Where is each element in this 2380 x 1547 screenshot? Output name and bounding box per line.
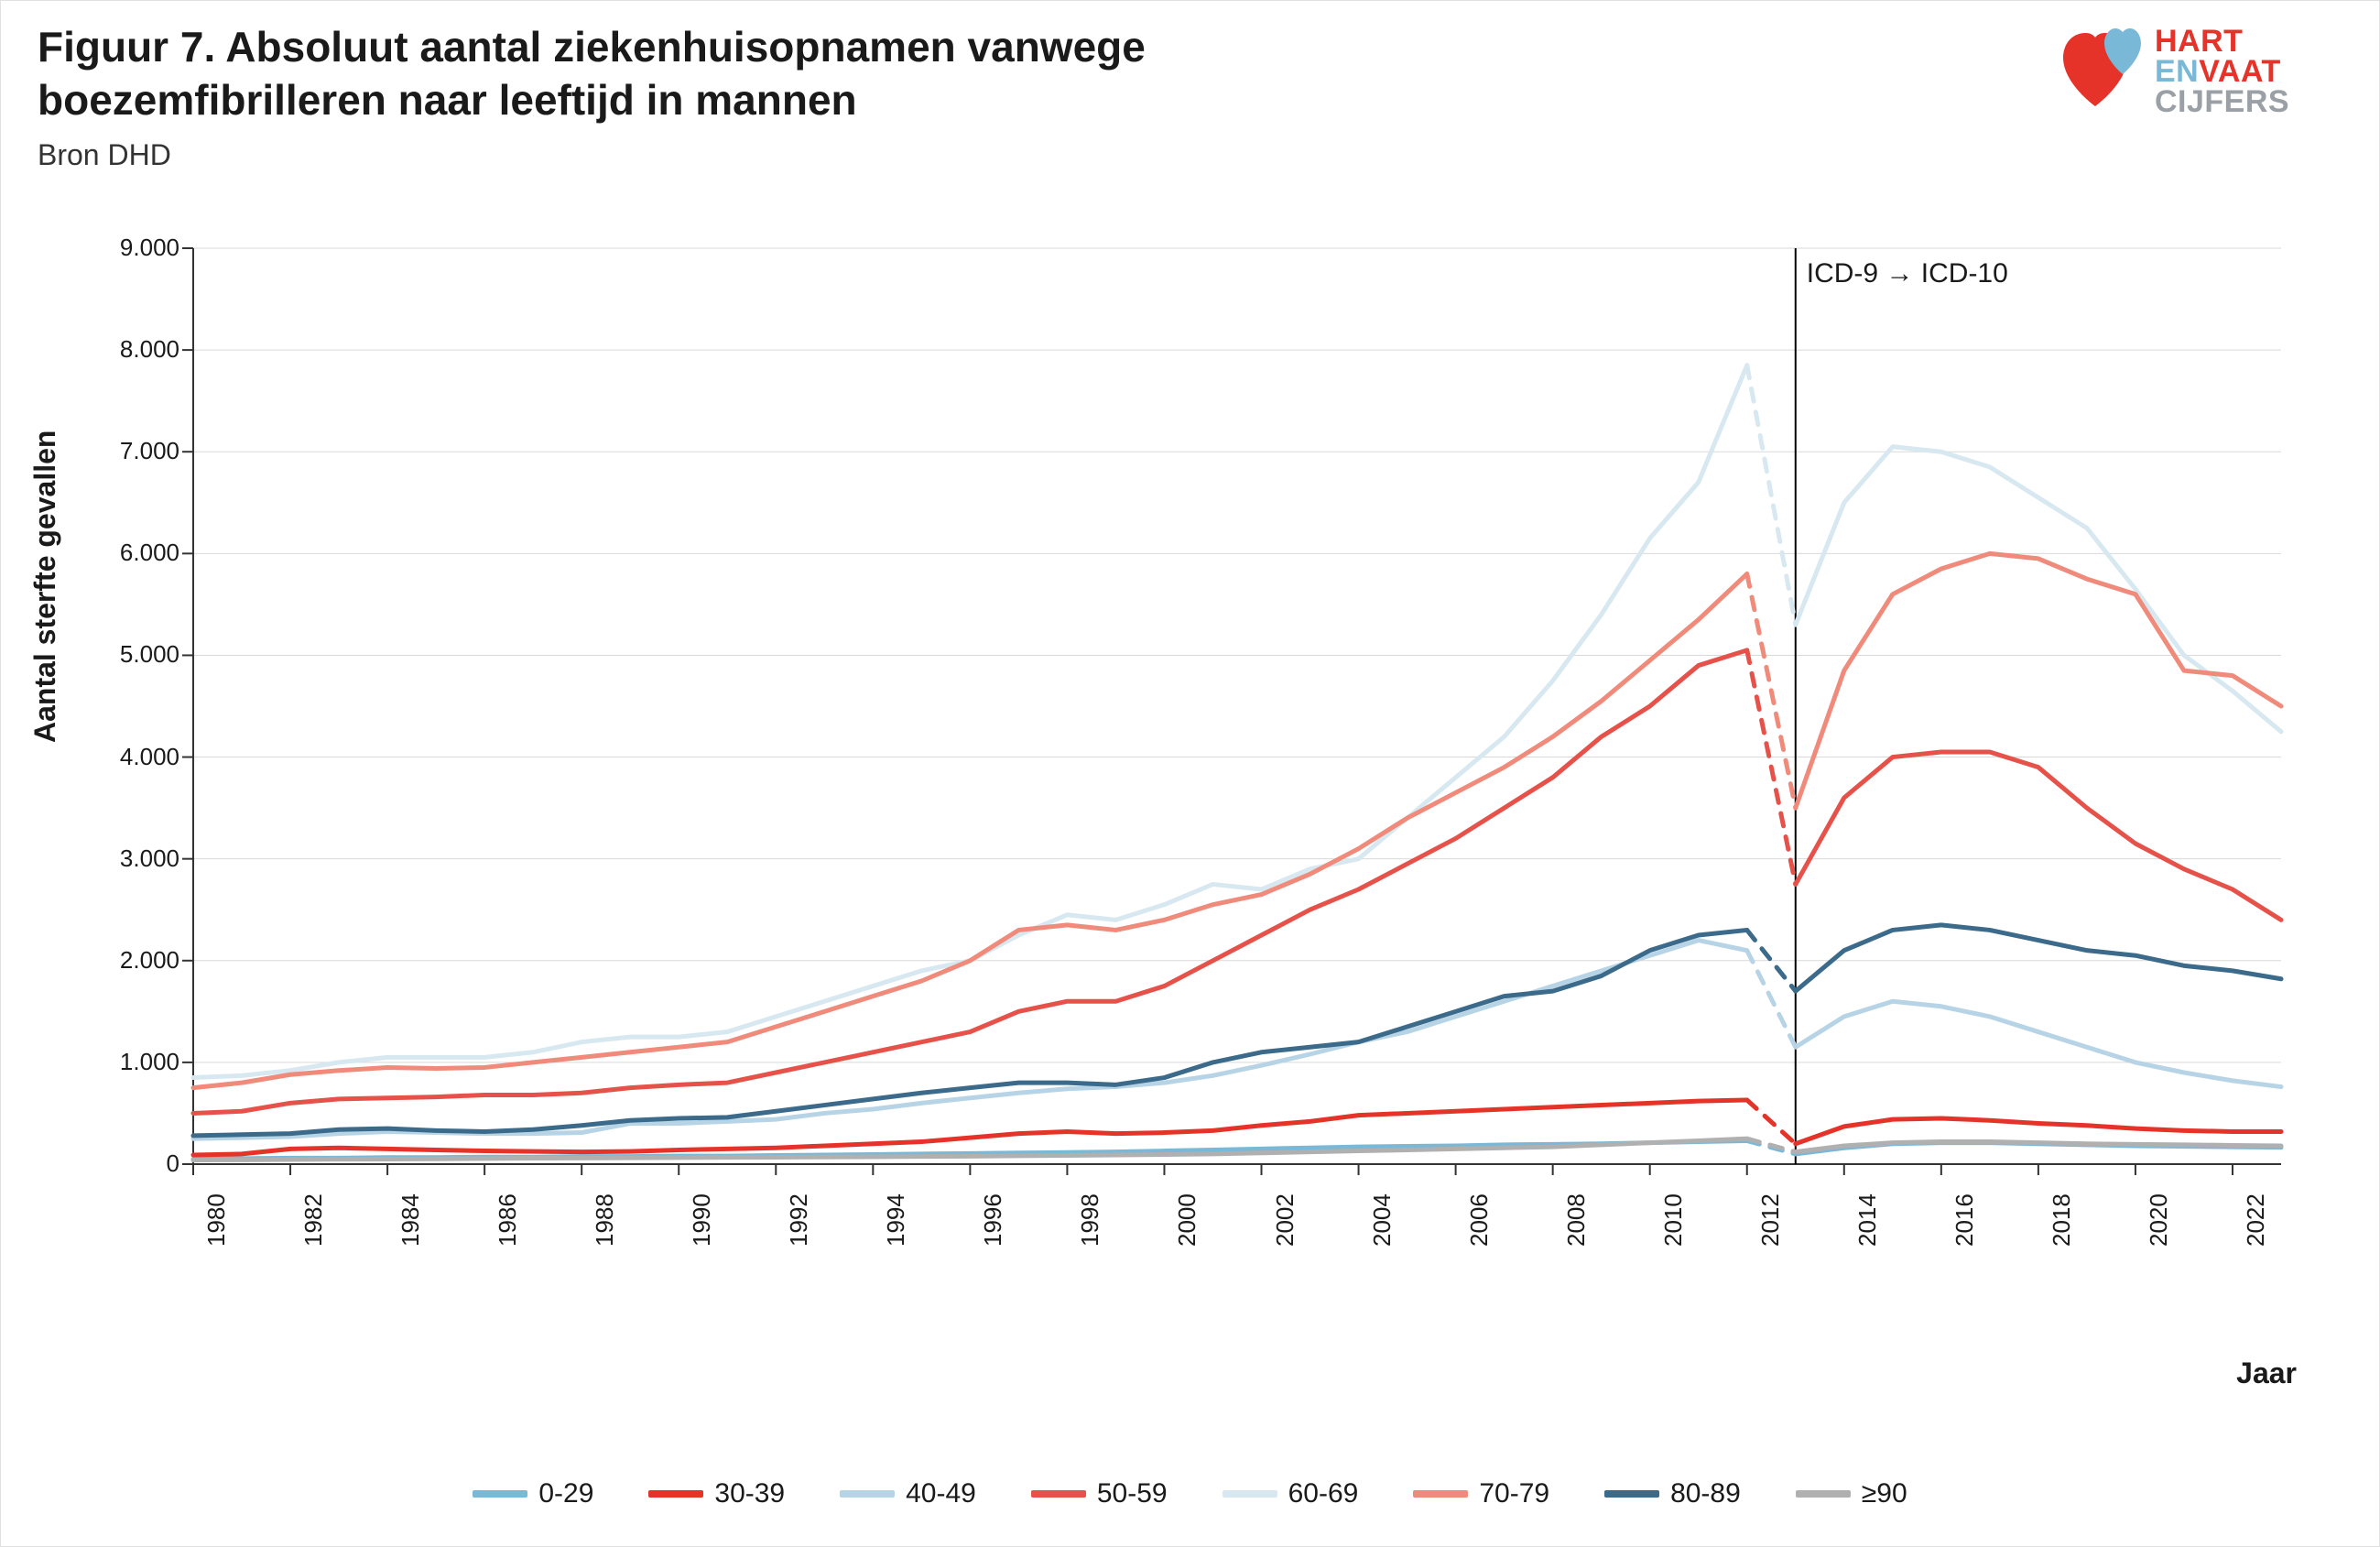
legend-item: 30-39 bbox=[648, 1478, 785, 1509]
x-tick-label: 1986 bbox=[494, 1193, 522, 1247]
legend-swatch bbox=[648, 1490, 703, 1498]
logo-svg: HART ENVAAT CIJFERS bbox=[2059, 19, 2342, 120]
legend: 0-29 30-39 40-49 50-59 60-69 70-79 80-89 ≥90 bbox=[1, 1478, 2379, 1509]
chart-svg bbox=[102, 239, 2309, 1247]
legend-label: 80-89 bbox=[1670, 1478, 1741, 1509]
x-tick-label: 1988 bbox=[591, 1193, 619, 1247]
x-tick-label: 1998 bbox=[1076, 1193, 1104, 1247]
x-tick-label: 1992 bbox=[785, 1193, 813, 1247]
legend-item: 0-29 bbox=[473, 1478, 593, 1509]
x-tick-label: 2022 bbox=[2242, 1193, 2270, 1247]
x-tick-label: 2012 bbox=[1756, 1193, 1785, 1247]
x-tick-label: 2014 bbox=[1853, 1193, 1882, 1247]
y-tick-label: 3.000 bbox=[97, 844, 179, 873]
y-tick-label: 6.000 bbox=[97, 539, 179, 567]
y-tick-label: 2.000 bbox=[97, 946, 179, 975]
legend-item: 70-79 bbox=[1413, 1478, 1549, 1509]
y-tick-label: 9.000 bbox=[97, 234, 179, 262]
y-tick-label: 1.000 bbox=[97, 1048, 179, 1076]
legend-item: ≥90 bbox=[1796, 1478, 1907, 1509]
brand-logo: HART ENVAAT CIJFERS bbox=[2059, 19, 2342, 125]
legend-label: 0-29 bbox=[538, 1478, 593, 1509]
x-tick-label: 1990 bbox=[688, 1193, 716, 1247]
x-axis-label: Jaar bbox=[2236, 1356, 2297, 1390]
plot-area bbox=[102, 239, 2309, 1247]
legend-swatch bbox=[840, 1490, 895, 1498]
y-tick-label: 4.000 bbox=[97, 743, 179, 771]
x-tick-label: 2006 bbox=[1465, 1193, 1494, 1247]
x-tick-label: 2016 bbox=[1951, 1193, 1979, 1247]
x-tick-label: 1994 bbox=[882, 1193, 910, 1247]
legend-label: 50-59 bbox=[1097, 1478, 1168, 1509]
x-tick-label: 2000 bbox=[1173, 1193, 1201, 1247]
legend-label: 70-79 bbox=[1479, 1478, 1549, 1509]
icd-annotation: ICD-9 → ICD-10 bbox=[1807, 258, 2008, 289]
legend-label: ≥90 bbox=[1862, 1478, 1907, 1509]
legend-item: 80-89 bbox=[1604, 1478, 1741, 1509]
x-tick-label: 2002 bbox=[1271, 1193, 1299, 1247]
legend-swatch bbox=[1413, 1490, 1468, 1498]
x-tick-label: 2004 bbox=[1368, 1193, 1396, 1247]
chart-subtitle: Bron DHD bbox=[38, 138, 171, 172]
x-tick-label: 2010 bbox=[1659, 1193, 1688, 1247]
y-tick-label: 7.000 bbox=[97, 437, 179, 465]
figure-container: Figuur 7. Absoluut aantal ziekenhuisopna… bbox=[0, 0, 2380, 1547]
legend-item: 60-69 bbox=[1223, 1478, 1359, 1509]
x-tick-label: 1982 bbox=[299, 1193, 328, 1247]
legend-swatch bbox=[1031, 1490, 1086, 1498]
legend-item: 40-49 bbox=[840, 1478, 976, 1509]
legend-swatch bbox=[1223, 1490, 1277, 1498]
legend-swatch bbox=[1796, 1490, 1851, 1498]
y-tick-label: 0 bbox=[97, 1149, 179, 1178]
y-axis-label: Aantal sterfte gevallen bbox=[28, 430, 62, 743]
legend-label: 30-39 bbox=[714, 1478, 785, 1509]
x-tick-label: 2018 bbox=[2048, 1193, 2076, 1247]
chart-title: Figuur 7. Absoluut aantal ziekenhuisopna… bbox=[38, 21, 1503, 126]
y-tick-label: 8.000 bbox=[97, 335, 179, 364]
logo-line3: CIJFERS bbox=[2155, 84, 2289, 119]
legend-label: 60-69 bbox=[1288, 1478, 1359, 1509]
legend-swatch bbox=[473, 1490, 527, 1498]
x-tick-label: 2008 bbox=[1562, 1193, 1591, 1247]
x-tick-label: 1984 bbox=[397, 1193, 425, 1247]
x-tick-label: 2020 bbox=[2145, 1193, 2173, 1247]
legend-item: 50-59 bbox=[1031, 1478, 1168, 1509]
y-tick-label: 5.000 bbox=[97, 640, 179, 669]
legend-swatch bbox=[1604, 1490, 1659, 1498]
legend-label: 40-49 bbox=[906, 1478, 976, 1509]
x-tick-label: 1980 bbox=[202, 1193, 231, 1247]
x-tick-label: 1996 bbox=[979, 1193, 1007, 1247]
